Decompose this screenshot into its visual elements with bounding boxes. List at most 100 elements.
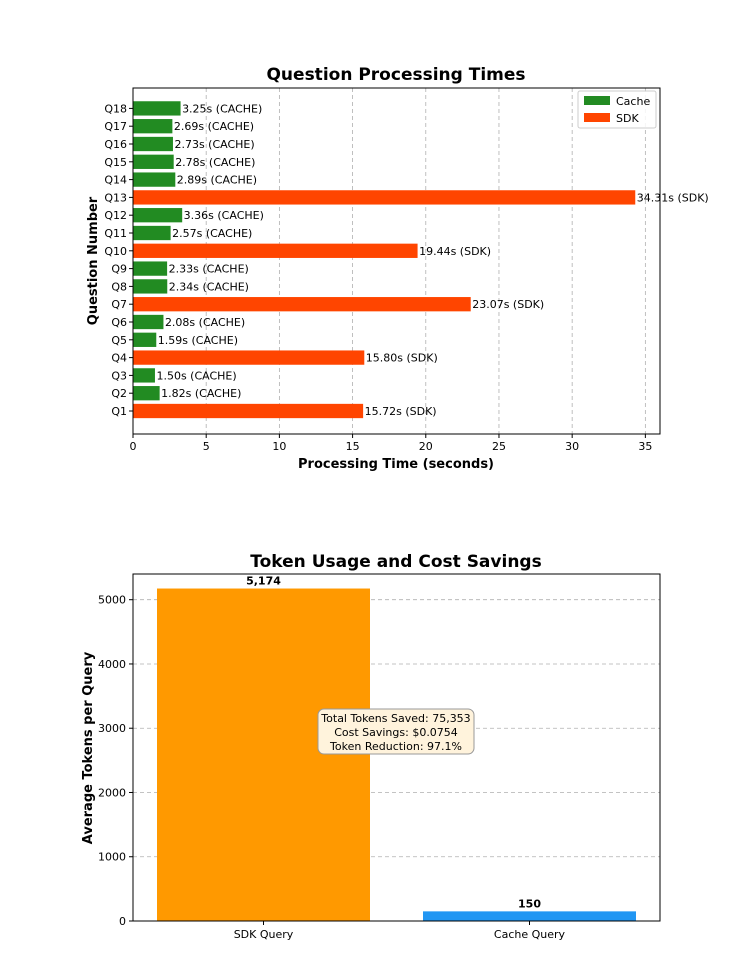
chart1-bar-q5 [133, 332, 157, 347]
chart1-data-label: 3.36s (CACHE) [184, 209, 264, 222]
chart1-bar-q7 [133, 297, 471, 312]
chart1-x-tick-label: 5 [203, 440, 210, 453]
chart1-x-tick-label: 25 [492, 440, 506, 453]
legend-label-cache: Cache [616, 95, 650, 108]
chart2-annotation-box: Total Tokens Saved: 75,353 Cost Savings:… [317, 708, 475, 755]
chart2-title: Token Usage and Cost Savings [250, 552, 541, 572]
chart1-x-tick-label: 10 [272, 440, 286, 453]
chart1-x-tick-label: 35 [638, 440, 652, 453]
chart1-gridlines [205, 88, 646, 434]
chart1-bar-q9 [133, 261, 168, 276]
chart1-data-label: 2.33s (CACHE) [169, 263, 249, 276]
chart1-y-axis-label: Question Number [86, 196, 101, 325]
chart2-y-axis-label: Average Tokens per Query [81, 651, 96, 844]
chart2-y-tick-label: 2000 [98, 786, 126, 799]
chart1-data-label: 1.82s (CACHE) [161, 387, 241, 400]
chart1-y-tick-label: Q17 [104, 120, 127, 133]
chart1-bar-q11 [133, 225, 171, 241]
chart1-bar-q13 [133, 190, 636, 205]
chart1-data-label: 2.89s (CACHE) [177, 174, 257, 187]
chart1-bar-q1 [133, 403, 364, 419]
chart1-y-tick-label: Q16 [104, 138, 127, 151]
legend-label-sdk: SDK [616, 112, 639, 125]
chart1-y-tick-label: Q6 [111, 316, 127, 329]
chart2-y-tick-label: 0 [119, 915, 126, 928]
chart1-data-label: 2.08s (CACHE) [165, 316, 245, 329]
chart1-y-tick-label: Q7 [111, 298, 127, 311]
chart1-x-tick-label: 15 [346, 440, 360, 453]
chart2-y-tick-label: 1000 [98, 851, 126, 864]
chart2-y-tick-label: 3000 [98, 722, 126, 735]
chart1-bar-q14 [133, 172, 176, 187]
chart1-data-label: 3.25s (CACHE) [182, 102, 262, 115]
chart1-data-label: 15.80s (SDK) [366, 352, 438, 365]
chart1-data-label: 2.73s (CACHE) [174, 138, 254, 151]
chart1-y-tick-label: Q13 [104, 191, 127, 204]
chart2-y-ticks: 0 1000 2000 3000 4000 5000 [98, 594, 133, 928]
chart1-bar-q8 [133, 279, 168, 294]
chart1-y-tick-label: Q12 [104, 209, 127, 222]
chart1-x-tick-label: 0 [130, 440, 137, 453]
chart2-y-tick-label: 4000 [98, 658, 126, 671]
chart1-data-label: 34.31s (SDK) [637, 191, 709, 204]
chart1-bar-q6 [133, 314, 164, 330]
chart2-bar-cache-query [423, 911, 636, 921]
annotation-token-reduction: Token Reduction: 97.1% [329, 740, 462, 753]
chart1-title: Question Processing Times [266, 65, 525, 85]
chart1-y-ticks: Q1 Q2 Q3 Q4 Q5 Q6 Q7 Q8 Q9 Q10 Q11 Q12 Q13 Q14 Q15 Q16 Q… [104, 102, 133, 418]
chart2-bar-sdk-query [157, 588, 370, 921]
annotation-tokens-saved: Total Tokens Saved: 75,353 [320, 712, 470, 725]
chart1-data-label: 23.07s (SDK) [472, 298, 544, 311]
chart1-y-tick-label: Q5 [111, 334, 127, 347]
chart2-data-label: 5,174 [246, 575, 281, 588]
annotation-frame [317, 708, 475, 755]
chart1-data-label: 15.72s (SDK) [365, 405, 437, 418]
chart1-y-tick-label: Q18 [104, 102, 127, 115]
chart1-bar-q2 [133, 386, 160, 401]
chart1-x-tick-label: 20 [419, 440, 433, 453]
chart2-x-ticks: SDK Query Cache Query [234, 921, 566, 941]
chart1-x-axis-label: Processing Time (seconds) [298, 457, 494, 472]
chart2-x-tick-label: Cache Query [494, 928, 566, 941]
chart1-bar-q17 [133, 119, 173, 134]
chart1-data-label: 1.59s (CACHE) [158, 334, 238, 347]
chart1-data-label: 2.78s (CACHE) [175, 156, 255, 169]
chart1-y-tick-label: Q3 [111, 369, 127, 382]
chart1-y-tick-label: Q11 [104, 227, 127, 240]
legend-swatch-sdk [584, 113, 610, 122]
chart2-x-tick-label: SDK Query [234, 928, 294, 941]
chart1-bar-q15 [133, 154, 174, 169]
chart1-bar-q16 [133, 136, 173, 152]
chart1-y-tick-label: Q8 [111, 280, 127, 293]
chart2-plot-frame [132, 573, 661, 922]
chart1-legend: Cache SDK [577, 90, 657, 129]
chart1-bar-q10 [133, 243, 418, 258]
chart2-y-tick-label: 5000 [98, 594, 126, 607]
chart1-y-tick-label: Q9 [111, 263, 127, 276]
annotation-cost-savings: Cost Savings: $0.0754 [334, 726, 458, 739]
chart1-data-label: 19.44s (SDK) [419, 245, 491, 258]
chart2-data-labels: 5,174 150 [246, 575, 541, 911]
chart2-bars [157, 588, 636, 921]
chart-token-usage: Token Usage and Cost Savings 5,174 150 0 1… [81, 552, 661, 941]
chart1-y-tick-label: Q1 [111, 405, 127, 418]
chart-processing-times: Question Processing Times 15.72s (SDK) 1.… [86, 65, 709, 472]
chart1-x-tick-label: 30 [565, 440, 579, 453]
chart1-y-tick-label: Q4 [111, 352, 127, 365]
chart1-y-tick-label: Q14 [104, 174, 127, 187]
chart1-bar-q4 [133, 350, 365, 365]
chart1-data-labels: 15.72s (SDK) 1.82s (CACHE) 1.50s (CACHE) 15… [156, 102, 708, 418]
legend-swatch-cache [584, 96, 610, 105]
chart1-data-label: 2.69s (CACHE) [174, 120, 254, 133]
chart1-bar-q12 [133, 208, 183, 223]
chart1-plot-frame [132, 87, 661, 435]
chart1-x-ticks: 0 5 10 15 20 25 30 35 [130, 434, 652, 453]
chart1-data-label: 2.34s (CACHE) [169, 280, 249, 293]
chart1-data-label: 1.50s (CACHE) [156, 369, 236, 382]
chart1-bar-q18 [133, 101, 181, 116]
chart1-bar-q3 [133, 368, 155, 383]
chart1-y-tick-label: Q10 [104, 245, 127, 258]
chart1-y-tick-label: Q15 [104, 156, 127, 169]
chart2-data-label: 150 [518, 897, 541, 910]
